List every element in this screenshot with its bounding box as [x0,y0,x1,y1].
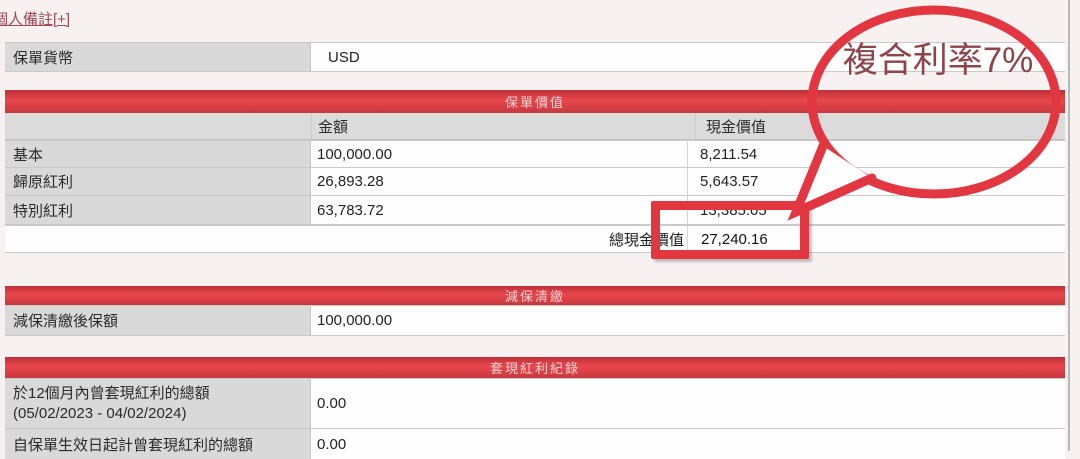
policy-value-table: 基本 100,000.00 8,211.54 歸原紅利 26,893.28 5,… [5,140,1065,253]
empty-header-cell [5,113,312,139]
page-right-border [1068,0,1070,451]
row-cash-value: 8,211.54 [700,145,758,163]
cashed-dividend-table: 於12個月內曾套現紅利的總額 (05/02/2023 - 04/02/2024)… [5,378,1065,459]
table-row: 基本 100,000.00 8,211.54 [5,140,1065,168]
row-label: 自保單生效日起計曾套現紅利的總額 [5,429,311,459]
row-label: 減保清繳後保額 [5,306,311,335]
currency-label: 保單貨幣 [5,43,311,71]
table-row: 自保單生效日起計曾套現紅利的總額 0.00 [5,429,1065,459]
policy-value-section-header: 保單價值 [5,90,1065,113]
cash-value-column-header: 現金價值 [706,118,767,136]
row-label-line2: (05/02/2023 - 04/02/2024) [13,404,187,422]
row-amount: 100,000.00 [311,141,688,167]
row-label: 特別紅利 [5,196,311,224]
row-value: 0.00 [317,435,347,453]
total-cash-value: 27,240.16 [701,230,768,248]
table-row: 歸原紅利 26,893.28 5,643.57 [5,168,1065,196]
row-label-line1: 於12個月內曾套現紅利的總額 [13,384,210,402]
table-row: 減保清繳後保額 100,000.00 [5,305,1065,336]
row-label: 於12個月內曾套現紅利的總額 (05/02/2023 - 04/02/2024) [5,379,311,428]
policy-value-column-header: 金額 現金價值 [5,113,1065,140]
table-row: 特別紅利 63,783.72 13,385.05 [5,196,1065,225]
personal-note-link[interactable]: 個人備註[+] [0,11,71,28]
total-cash-value-row: 總現金價值 27,240.16 [5,225,1065,253]
table-row: 保單貨幣 USD [5,42,1065,72]
row-amount: 63,783.72 [311,196,688,224]
row-label: 基本 [5,141,311,167]
currency-table: 保單貨幣 USD [5,42,1065,72]
cashed-dividend-section-header: 套現紅利紀錄 [5,357,1065,378]
total-cash-value-label: 總現金價值 [5,226,688,252]
amount-column-header: 金額 [312,113,696,139]
table-row: 於12個月內曾套現紅利的總額 (05/02/2023 - 04/02/2024)… [5,378,1065,429]
row-amount: 26,893.28 [311,168,688,195]
reduction-table: 減保清繳後保額 100,000.00 [5,305,1065,336]
highlight-box [651,201,809,259]
row-cash-value: 5,643.57 [700,173,759,190]
reduction-section-header: 減保清繳 [5,286,1065,305]
row-value: 0.00 [317,395,347,412]
row-value: 100,000.00 [317,312,393,329]
row-label: 歸原紅利 [5,168,311,195]
currency-value: USD [328,48,360,66]
